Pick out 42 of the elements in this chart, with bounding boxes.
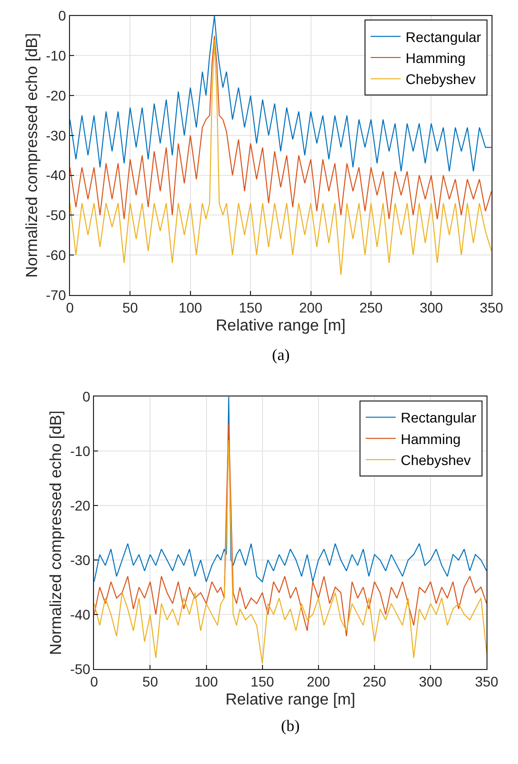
y-tick-label: -30 (70, 552, 91, 568)
x-tick-label: 300 (420, 300, 444, 316)
y-axis-title: Normalized compressed echo [dB] (24, 33, 41, 278)
y-tick-label: -50 (70, 660, 91, 677)
legend-label: Chebyshev (406, 71, 476, 88)
y-tick-label: -20 (46, 87, 66, 104)
x-axis-title: Relative range [m] (225, 691, 356, 708)
legend-label: Rectangular (400, 410, 477, 426)
legend-label: Hamming (400, 430, 461, 447)
text: (b) (281, 718, 300, 735)
x-tick-label: 300 (418, 674, 442, 690)
line-series (94, 396, 487, 582)
y-tick-label: -20 (70, 497, 91, 514)
y-tick-label: -50 (46, 207, 66, 224)
y-axis-title: Normalized compressed echo [dB] (48, 410, 65, 656)
x-tick-label: 50 (142, 674, 158, 690)
y-tick-label: -30 (46, 127, 66, 144)
y-tick-label: 0 (82, 388, 91, 405)
x-tick-label: 100 (178, 300, 202, 316)
x-tick-label: 250 (359, 300, 383, 316)
y-tick-label: -10 (70, 443, 91, 460)
legend-label: Chebyshev (400, 452, 471, 468)
x-axis-title: Relative range [m] (216, 317, 346, 334)
y-tick-label: -40 (70, 606, 91, 622)
legend-label: Hamming (406, 50, 466, 66)
line-series (70, 16, 492, 172)
x-tick-label: 350 (480, 300, 504, 316)
x-tick-label: 200 (306, 674, 330, 690)
y-tick-label: -40 (46, 167, 66, 184)
y-tick-label: 0 (58, 8, 66, 24)
text: (a) (272, 347, 290, 364)
y-tick-label: -70 (46, 286, 66, 303)
x-tick-label: 200 (299, 300, 323, 316)
y-tick-label: -60 (46, 246, 66, 263)
x-tick-label: 50 (122, 300, 138, 316)
x-tick-label: 250 (362, 674, 386, 690)
legend-label: Rectangular (406, 28, 482, 45)
x-tick-label: 150 (238, 300, 262, 316)
x-tick-label: 100 (194, 674, 218, 690)
y-tick-label: -10 (46, 48, 66, 64)
x-tick-label: 350 (474, 674, 499, 690)
x-tick-label: 150 (250, 674, 274, 690)
